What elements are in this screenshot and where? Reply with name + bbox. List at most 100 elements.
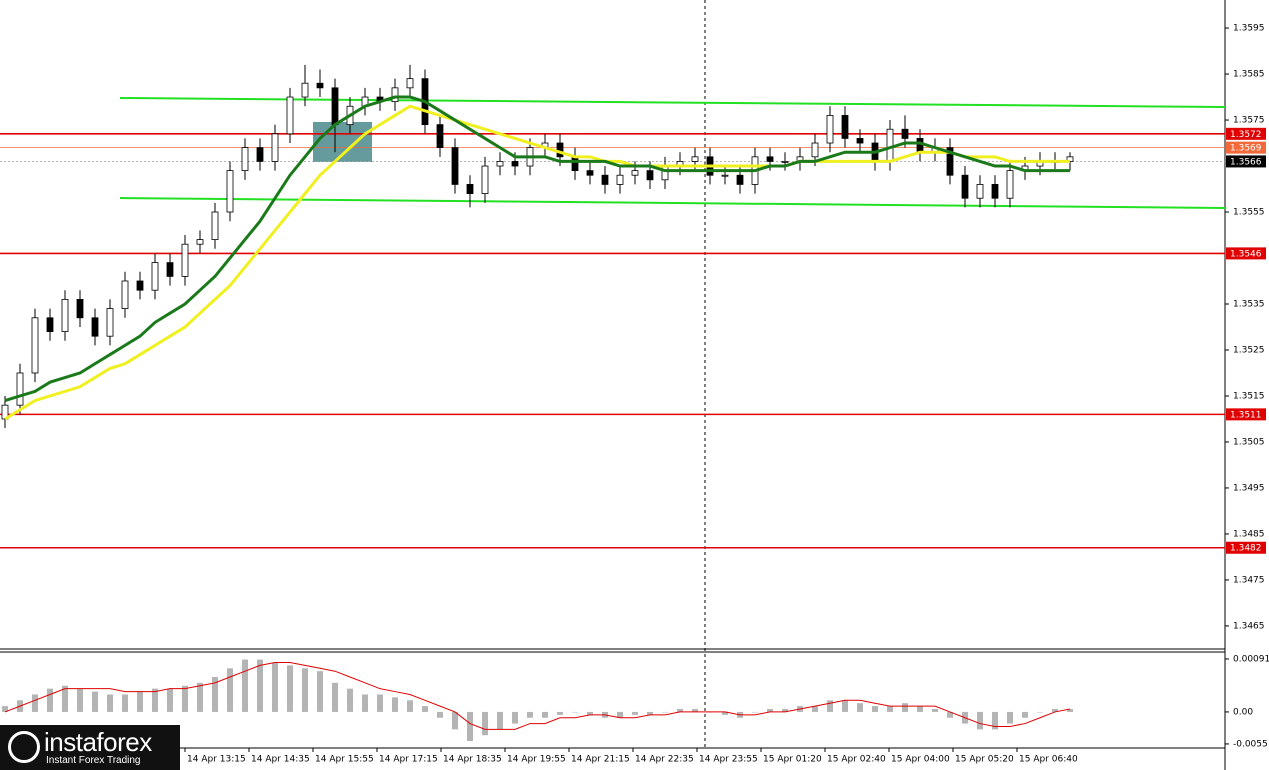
macd-bar [767,709,773,712]
macd-bar [92,691,98,712]
logo-name: instaforex [44,727,152,757]
macd-bar [422,706,428,712]
candle-body [916,138,924,153]
macd-bar [632,711,638,715]
macd-bar [557,711,563,715]
candle-body [976,184,984,199]
candle-body [826,115,834,144]
macd-bar [527,711,533,718]
macd-bar [137,691,143,712]
level-tag [1226,541,1266,554]
y-tick-label: 1.3595 [1233,24,1265,34]
macd-bar [377,694,383,712]
macd-bar [752,711,758,713]
macd-bar [992,711,998,730]
macd-bar [347,688,353,712]
candle-body [91,317,99,337]
candle-body [481,165,489,195]
x-tick-label: 15 Apr 01:20 [763,755,822,765]
logo: instaforex Instant Forex Trading [0,725,180,770]
candle-body [451,147,459,185]
macd-bar [182,685,188,712]
level-tag-label: 1.3511 [1230,410,1262,420]
candle-body [121,280,129,309]
level-tag [1226,247,1266,260]
channel-line [119,197,1226,209]
macd-tick-label: -0.0055 [1233,739,1268,749]
macd-bar [47,688,53,712]
macd-bar [32,694,38,712]
macd-bar [512,711,518,724]
macd-bar [317,671,323,712]
logo-icon [8,731,40,763]
level-tag [1226,127,1266,140]
x-tick-label: 14 Apr 17:15 [379,755,438,765]
macd-bar [257,659,263,712]
macd-bar [692,709,698,712]
candle-body [886,128,894,162]
macd-signal [4,661,1071,730]
candle-body [631,170,639,176]
candle-body [16,372,24,406]
candle-body [646,170,654,181]
candle-body [466,184,474,195]
macd-bar [107,694,113,712]
candle-body [391,87,399,103]
macd-bar [467,711,473,742]
macd-bar [272,662,278,712]
x-tick-label: 14 Apr 13:15 [187,755,246,765]
moving-average [4,104,1070,421]
macd-bar [662,711,668,713]
candle-body [811,142,819,158]
macd-bar [227,668,233,712]
macd-bar [437,711,443,718]
candle-body [691,156,699,162]
macd-bar [482,711,488,736]
macd-bar [77,688,83,712]
candle-body [106,308,114,337]
macd-bar [872,706,878,712]
y-tick-label: 1.3475 [1233,575,1265,585]
level-tag-label: 1.3546 [1230,249,1262,259]
x-tick-label: 14 Apr 23:55 [699,755,758,765]
x-tick-label: 14 Apr 22:35 [635,755,694,765]
candle-body [406,78,414,89]
macd-tick-label: 0.00 [1233,707,1253,717]
y-tick-label: 1.3525 [1233,345,1265,355]
candle-body [331,87,339,126]
macd-bar [362,694,368,712]
candle-body [601,174,609,185]
candle-body [556,142,564,158]
y-tick-label: 1.3515 [1233,391,1265,401]
candle-body [901,128,909,139]
macd-bar [452,711,458,730]
y-tick-label: 1.3465 [1233,621,1265,631]
macd-bar [62,685,68,712]
y-tick-label: 1.3485 [1233,529,1265,539]
x-tick-label: 14 Apr 18:35 [443,755,502,765]
macd-bar [152,688,158,712]
macd-bar [212,677,218,712]
candle-body [286,96,294,135]
candle-body [76,298,84,319]
macd-bar [932,709,938,712]
x-tick-label: 15 Apr 06:40 [1019,755,1078,765]
candle-body [1006,170,1014,199]
candle-body [166,262,174,277]
price-tag [1226,155,1266,168]
macd-bar [392,697,398,712]
macd-bar [902,703,908,712]
macd-bar [2,706,8,712]
candle-body [211,211,219,241]
candle-body [226,170,234,213]
x-tick-label: 14 Apr 19:55 [507,755,566,765]
macd-bar [647,711,653,715]
macd-bar [407,700,413,712]
macd-bar [1007,711,1013,724]
macd-bar [122,694,128,712]
macd-bar [542,711,548,718]
candle-body [781,161,789,163]
macd-bar [1037,711,1043,713]
